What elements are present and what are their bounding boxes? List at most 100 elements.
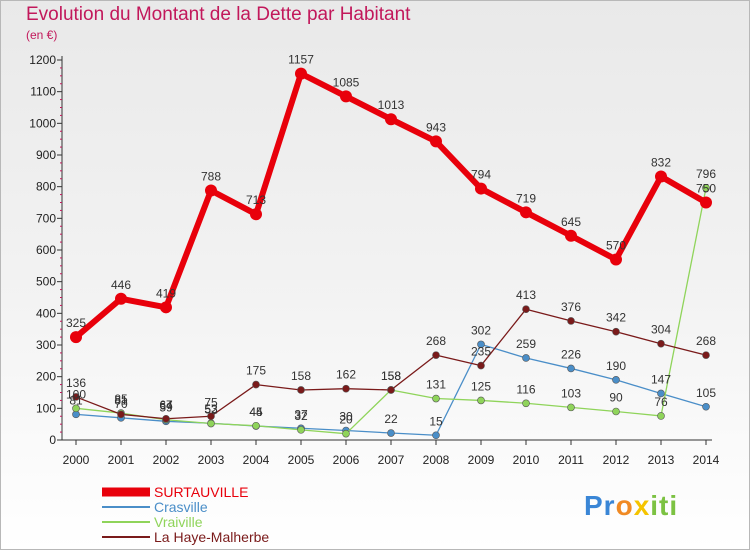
data-point bbox=[252, 421, 260, 430]
data-label: 37 bbox=[294, 407, 308, 421]
x-tick-label: 2005 bbox=[288, 453, 315, 467]
data-point bbox=[295, 67, 307, 80]
data-point bbox=[522, 354, 530, 362]
data-label: 794 bbox=[471, 168, 491, 182]
y-tick-label: 200 bbox=[36, 370, 56, 384]
data-label: 20 bbox=[339, 413, 353, 427]
data-point bbox=[612, 327, 620, 336]
y-tick-label: 1200 bbox=[29, 53, 56, 67]
y-tick-label: 700 bbox=[36, 211, 56, 225]
data-point bbox=[520, 206, 532, 219]
data-label: 158 bbox=[381, 369, 401, 383]
data-label: 67 bbox=[159, 398, 173, 412]
data-label: 832 bbox=[651, 156, 671, 170]
x-tick-label: 2004 bbox=[243, 453, 270, 467]
data-label: 259 bbox=[516, 337, 536, 351]
data-label: 419 bbox=[156, 286, 176, 300]
data-point bbox=[342, 429, 350, 438]
x-tick-label: 2006 bbox=[333, 453, 360, 467]
data-label: 713 bbox=[246, 193, 266, 207]
data-label: 1013 bbox=[378, 98, 405, 112]
legend-label: Crasville bbox=[154, 499, 208, 515]
legend-label: Vraiville bbox=[154, 514, 203, 530]
data-label: 226 bbox=[561, 347, 581, 361]
data-point bbox=[657, 339, 665, 348]
data-point bbox=[385, 113, 397, 126]
data-point bbox=[387, 386, 395, 394]
data-point bbox=[610, 253, 622, 266]
data-point bbox=[477, 340, 485, 349]
data-point bbox=[72, 393, 80, 401]
data-label: 376 bbox=[561, 300, 581, 314]
data-point bbox=[657, 412, 665, 420]
x-tick-label: 2014 bbox=[693, 453, 720, 467]
data-point bbox=[342, 384, 350, 393]
data-point bbox=[387, 429, 395, 437]
data-label: 59 bbox=[159, 400, 173, 414]
data-label: 103 bbox=[561, 386, 581, 400]
data-label: 116 bbox=[516, 382, 535, 396]
data-label: 268 bbox=[696, 334, 716, 348]
data-point bbox=[657, 389, 665, 398]
data-point bbox=[432, 351, 440, 359]
y-tick-label: 900 bbox=[36, 148, 56, 162]
data-label: 446 bbox=[111, 278, 131, 292]
data-label: 1157 bbox=[288, 53, 314, 67]
data-label: 645 bbox=[561, 215, 581, 229]
data-point bbox=[477, 396, 485, 405]
data-point bbox=[430, 135, 442, 148]
x-tick-label: 2003 bbox=[198, 453, 225, 467]
y-tick-label: 400 bbox=[36, 306, 56, 320]
legend-label: La Haye-Malherbe bbox=[154, 529, 269, 545]
data-point bbox=[252, 380, 260, 389]
data-label: 70 bbox=[114, 397, 128, 411]
data-point bbox=[567, 317, 575, 325]
data-label: 105 bbox=[696, 386, 716, 400]
data-label: 175 bbox=[246, 364, 266, 378]
data-label: 158 bbox=[381, 369, 401, 383]
data-label: 413 bbox=[516, 288, 536, 302]
proxiti-logo: Proxiti bbox=[584, 490, 679, 521]
data-label: 796 bbox=[696, 167, 716, 181]
data-point bbox=[565, 229, 577, 242]
data-label: 190 bbox=[606, 359, 626, 373]
data-label: 131 bbox=[426, 378, 446, 392]
data-point bbox=[297, 386, 305, 394]
data-point bbox=[702, 184, 710, 192]
y-tick-label: 800 bbox=[36, 180, 56, 194]
data-label: 81 bbox=[69, 393, 83, 407]
data-label: 570 bbox=[606, 239, 626, 253]
data-point bbox=[70, 331, 82, 344]
data-label: 22 bbox=[384, 412, 398, 426]
data-point bbox=[655, 170, 667, 183]
data-label: 1085 bbox=[333, 75, 360, 89]
data-point bbox=[340, 90, 352, 103]
data-point bbox=[160, 301, 172, 314]
data-point bbox=[567, 364, 575, 373]
data-point bbox=[117, 410, 125, 419]
data-point bbox=[477, 361, 485, 370]
data-point bbox=[162, 414, 170, 423]
data-label: 90 bbox=[609, 391, 623, 405]
data-point bbox=[475, 182, 487, 195]
data-label: 943 bbox=[426, 120, 446, 134]
data-label: 158 bbox=[291, 369, 311, 383]
x-tick-label: 2010 bbox=[513, 453, 540, 467]
data-point bbox=[432, 394, 440, 403]
x-tick-label: 2001 bbox=[108, 453, 135, 467]
data-label: 147 bbox=[651, 372, 671, 386]
y-tick-label: 100 bbox=[36, 401, 56, 415]
data-label: 81 bbox=[114, 393, 128, 407]
data-point bbox=[612, 407, 620, 416]
y-tick-label: 1100 bbox=[30, 85, 56, 99]
x-tick-label: 2011 bbox=[558, 453, 584, 467]
data-label: 750 bbox=[696, 182, 716, 196]
data-label: 342 bbox=[606, 311, 626, 325]
data-point bbox=[205, 184, 217, 197]
data-point bbox=[522, 399, 530, 408]
data-label: 15 bbox=[429, 414, 443, 428]
x-tick-label: 2008 bbox=[423, 453, 450, 467]
data-label: 136 bbox=[66, 376, 86, 390]
data-point bbox=[72, 404, 80, 413]
